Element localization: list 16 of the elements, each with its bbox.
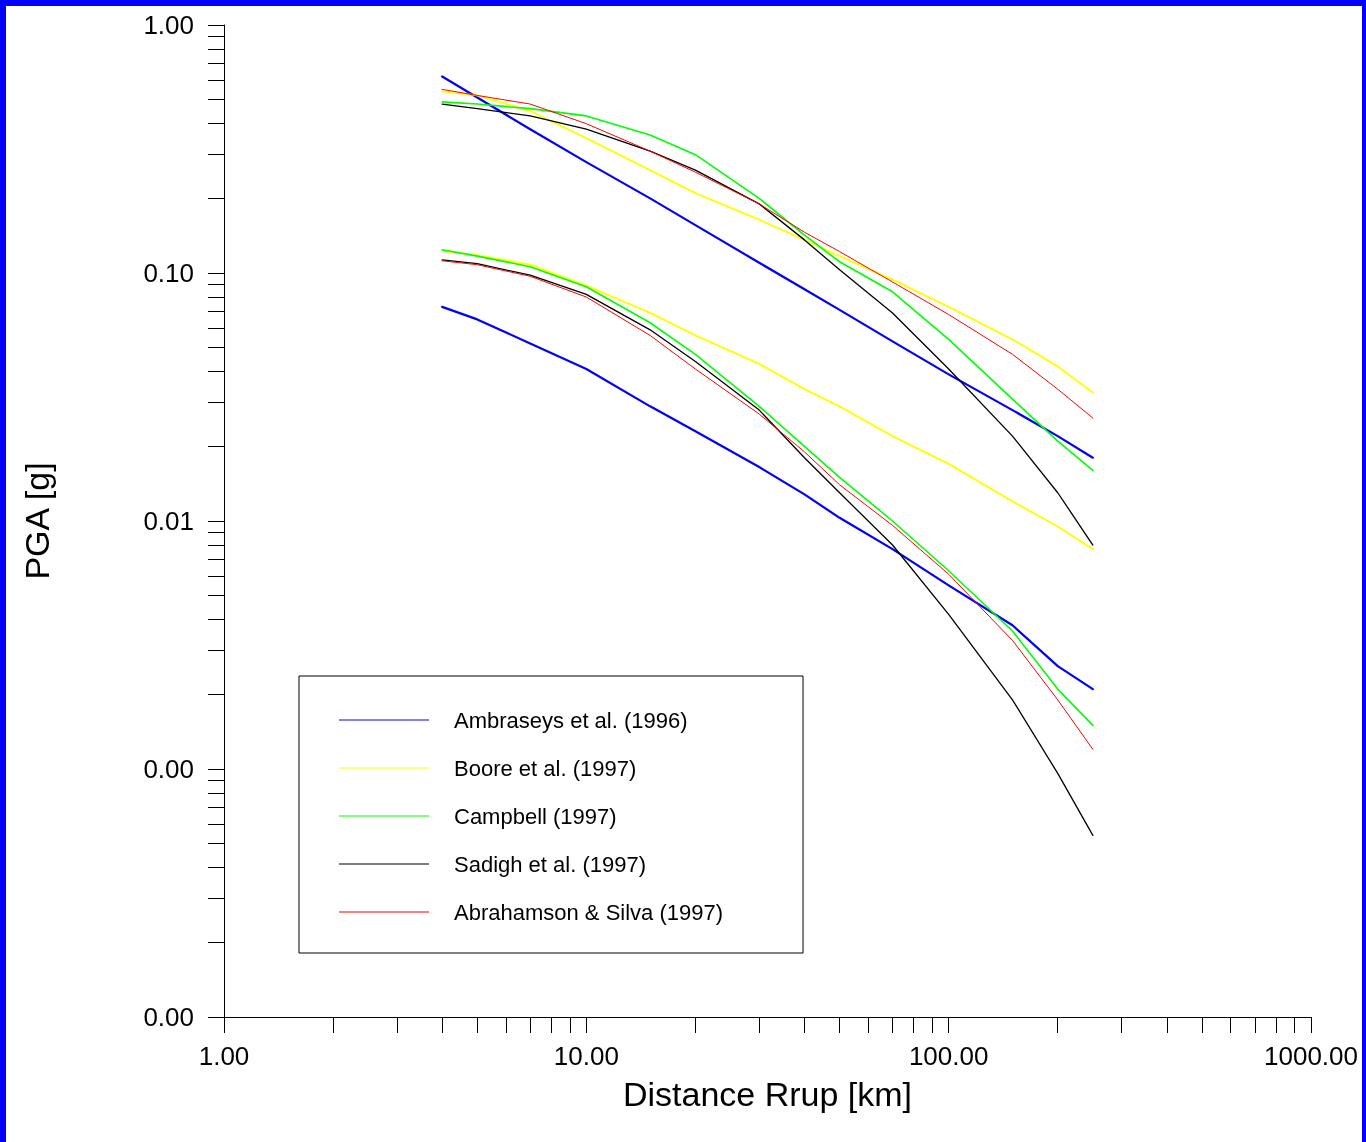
legend-label: Sadigh et al. (1997) [454,851,647,877]
y-tick-label: 0.10 [143,258,194,288]
x-tick-label: 1000.00 [1264,1041,1358,1071]
x-tick-label: 100.00 [908,1041,989,1071]
x-tick-label: 10.00 [553,1041,619,1071]
y-tick-label: 0.00 [143,754,194,784]
legend-label: Abrahamson & Silva (1997) [454,899,724,925]
legend-label: Ambraseys et al. (1996) [454,707,688,733]
legend-label: Boore et al. (1997) [454,755,637,781]
y-tick-label: 0.01 [143,506,194,536]
legend-label: Campbell (1997) [454,803,617,829]
x-axis-title: Distance Rrup [km] [622,1075,913,1113]
x-tick-label: 1.00 [198,1041,250,1071]
y-tick-label: 1.00 [143,10,194,40]
y-tick-label: 0.00 [143,1002,194,1032]
y-axis-title: PGA [g] [18,462,56,580]
